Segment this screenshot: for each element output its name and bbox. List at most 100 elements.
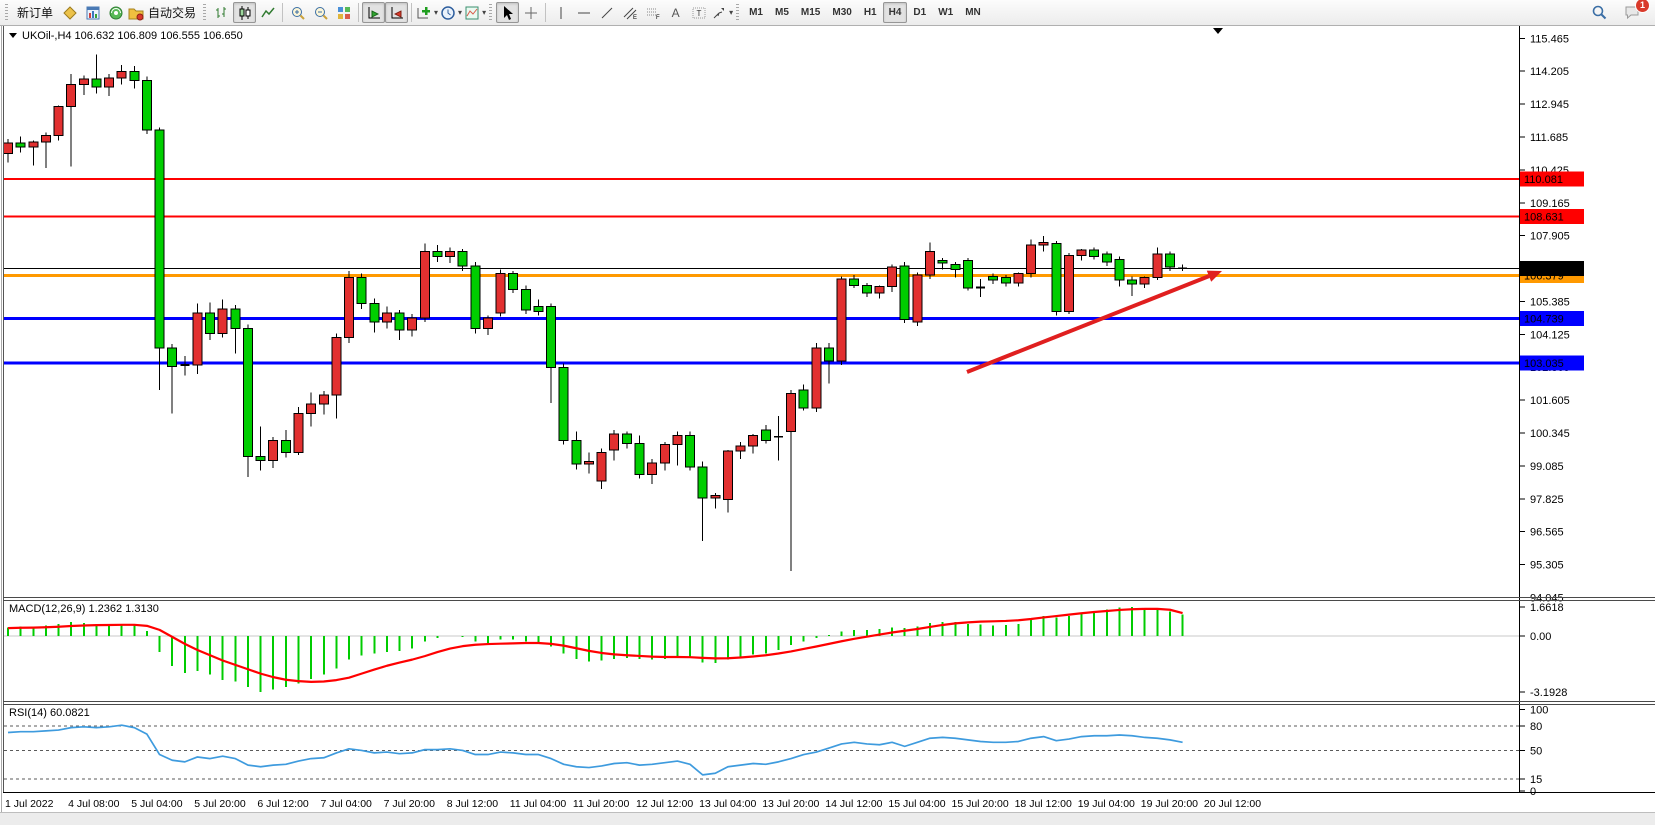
indicators-caret-icon: ▾ — [434, 8, 439, 17]
time-axis-label: 6 Jul 12:00 — [257, 798, 309, 810]
shapes-button[interactable]: ▾ — [710, 2, 734, 23]
candle — [445, 250, 456, 258]
candlestick-chart-button[interactable] — [233, 2, 257, 23]
timeframe-m1-button[interactable]: M1 — [749, 7, 763, 18]
candle — [141, 80, 152, 131]
axis-tick-label: 95.305 — [1530, 560, 1564, 572]
toolbar-grip[interactable] — [5, 4, 8, 21]
toolbar-right-group: 1 — [1588, 0, 1650, 23]
time-axis-label: 13 Jul 20:00 — [762, 798, 819, 810]
horizontal-line-button[interactable] — [572, 2, 595, 23]
candle — [1063, 254, 1074, 312]
timeframe-d1-button[interactable]: D1 — [913, 7, 927, 18]
time-axis-label: 8 Jul 12:00 — [447, 798, 499, 810]
candle — [344, 277, 355, 339]
templates-button[interactable]: ▾ — [463, 2, 487, 23]
new-order-button[interactable]: 新订单 — [12, 2, 58, 23]
trendline-button[interactable] — [595, 2, 618, 23]
candle — [583, 461, 594, 465]
timeframe-h1-button[interactable]: H1 — [863, 7, 877, 18]
zoom-out-button[interactable] — [309, 2, 332, 23]
rsi-label: RSI(14) 60.0821 — [9, 707, 90, 719]
auto-scroll-button[interactable] — [362, 2, 386, 23]
chart-area[interactable]: 115.465 114.205 112.945 111.685 110.425 109.1… — [0, 25, 1655, 820]
axis-tick-label: 112.945 — [1530, 99, 1569, 111]
candle — [167, 347, 178, 367]
candle — [1026, 244, 1037, 275]
autotrading-button[interactable]: 自动交易 — [127, 2, 201, 23]
bar-chart-button[interactable] — [210, 2, 233, 23]
timeframe-w1-button[interactable]: W1 — [938, 7, 954, 18]
candle — [1051, 243, 1062, 312]
fibonacci-button[interactable]: F — [641, 2, 664, 23]
title-dropdown-icon[interactable] — [9, 33, 17, 38]
trend-arrow[interactable] — [966, 274, 1210, 374]
candle — [685, 434, 696, 468]
timeframe-mn-button[interactable]: MN — [965, 7, 981, 18]
candle — [268, 440, 279, 461]
periods-caret-icon: ▾ — [458, 8, 463, 17]
toolbar-grip-4[interactable] — [736, 4, 740, 21]
candle — [28, 141, 39, 148]
line-chart-button[interactable] — [256, 2, 279, 23]
axis-tick-label: 0.00 — [1530, 631, 1551, 643]
chart-window-button[interactable] — [81, 2, 104, 23]
main-toolbar: 新订单 自动交易 ▾ ▾ ▾ E F A T ▾ M1 M5 M15 M30 H… — [0, 0, 1655, 26]
gold-diamond-icon — [62, 5, 77, 20]
candle — [937, 260, 948, 264]
zoom-in-button[interactable] — [286, 2, 309, 23]
price-badge-label: 108.631 — [1524, 212, 1564, 224]
price-badge — [1520, 171, 1584, 187]
candle — [306, 403, 317, 414]
candle — [356, 277, 367, 305]
time-axis-label: 5 Jul 04:00 — [131, 798, 183, 810]
time-axis-label: 1 Jul 2022 — [5, 798, 54, 810]
axis-tick-label: 111.685 — [1530, 132, 1568, 144]
text-tool-button[interactable]: A — [664, 2, 687, 23]
templates-caret-icon: ▾ — [482, 8, 487, 17]
chart-shift-button[interactable] — [385, 2, 409, 23]
axis-tick-label: 97.825 — [1530, 494, 1564, 506]
search-button[interactable] — [1588, 2, 1611, 23]
timeframe-m5-button[interactable]: M5 — [775, 7, 789, 18]
candle — [1089, 249, 1100, 258]
toolbar-grip-3[interactable] — [489, 4, 493, 21]
cursor-button[interactable] — [496, 2, 520, 23]
axis-tick-label: 15 — [1530, 774, 1542, 786]
text-label-button[interactable]: T — [687, 2, 710, 23]
timeframe-m15-button[interactable]: M15 — [800, 7, 821, 18]
candle — [129, 70, 140, 82]
candle — [15, 142, 26, 148]
notifications-button[interactable]: 1 — [1621, 0, 1650, 23]
axis-tick-label: 115.465 — [1530, 33, 1569, 45]
time-axis-label: 19 Jul 20:00 — [1141, 798, 1198, 810]
indicators-button[interactable]: ▾ — [415, 2, 439, 23]
candle — [659, 444, 670, 464]
axis-tick-label: 80 — [1530, 721, 1542, 733]
notification-badge: 1 — [1635, 0, 1650, 13]
candle — [280, 440, 291, 453]
scroll-shift-marker-icon[interactable] — [1213, 28, 1223, 34]
candle — [798, 389, 809, 409]
time-axis-label: 15 Jul 20:00 — [952, 798, 1009, 810]
candle — [432, 250, 443, 258]
channel-button[interactable]: E — [618, 2, 641, 23]
news-button[interactable] — [104, 2, 127, 23]
candle — [369, 303, 380, 323]
candle — [962, 260, 973, 289]
vertical-line-button[interactable] — [549, 2, 572, 23]
timeframe-h4-button[interactable]: H4 — [882, 2, 908, 23]
candle — [508, 273, 519, 290]
zoom-in-icon — [291, 6, 305, 20]
zoom-out-icon — [314, 6, 328, 20]
axis-tick-label: 100 — [1530, 705, 1548, 717]
toolbar-grip-2[interactable] — [203, 4, 207, 21]
market-depth-icon[interactable] — [58, 2, 81, 23]
cursor-icon — [503, 5, 513, 20]
periods-button[interactable]: ▾ — [439, 2, 463, 23]
candle — [407, 317, 418, 331]
arrow-objects-icon — [713, 7, 725, 18]
tile-windows-button[interactable] — [332, 2, 355, 23]
crosshair-button[interactable] — [519, 2, 542, 23]
timeframe-m30-button[interactable]: M30 — [832, 7, 852, 18]
